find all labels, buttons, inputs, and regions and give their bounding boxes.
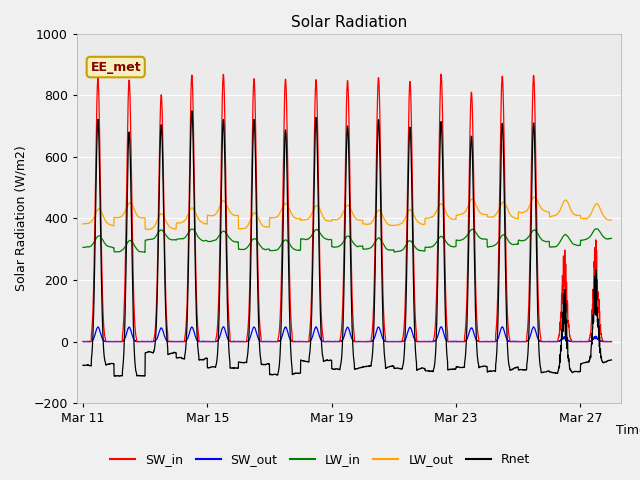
Text: EE_met: EE_met	[90, 60, 141, 73]
Title: Solar Radiation: Solar Radiation	[291, 15, 407, 30]
Y-axis label: Solar Radiation (W/m2): Solar Radiation (W/m2)	[15, 145, 28, 291]
Legend: SW_in, SW_out, LW_in, LW_out, Rnet: SW_in, SW_out, LW_in, LW_out, Rnet	[105, 448, 535, 471]
X-axis label: Time: Time	[616, 423, 640, 436]
